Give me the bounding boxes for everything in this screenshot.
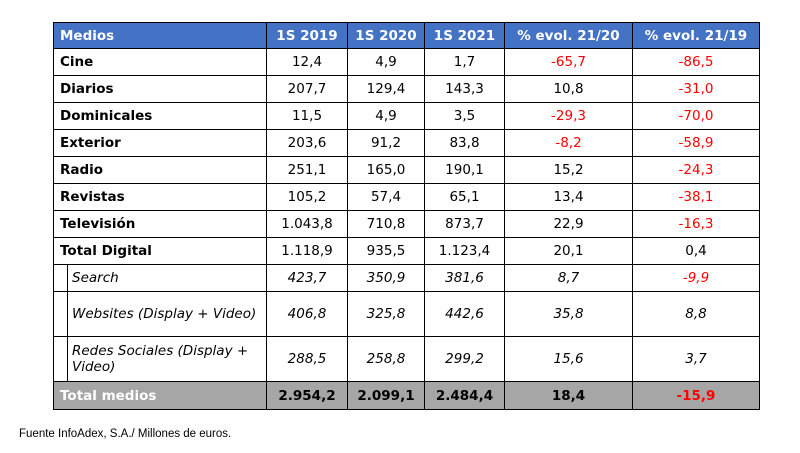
table-row: Dominicales 11,5 4,9 3,5 -29,3 -70,0 xyxy=(53,102,760,130)
header-1s-2019: 1S 2019 xyxy=(266,22,348,49)
row-label: Cine xyxy=(53,48,267,76)
cell-2019: 207,7 xyxy=(266,75,348,103)
cell-2021: 190,1 xyxy=(424,156,505,184)
cell-evol-21-20: -65,7 xyxy=(504,48,633,76)
cell-2021: 83,8 xyxy=(424,129,505,157)
total-2019: 2.954,2 xyxy=(266,381,348,410)
media-investment-table: Medios 1S 2019 1S 2020 1S 2021 % evol. 2… xyxy=(53,22,760,410)
header-evol-21-20: % evol. 21/20 xyxy=(504,22,633,49)
row-label: Dominicales xyxy=(53,102,267,130)
cell-evol-21-19: -86,5 xyxy=(632,48,760,76)
cell-2020: 165,0 xyxy=(347,156,425,184)
cell-2019: 12,4 xyxy=(266,48,348,76)
subrow-label: Search xyxy=(67,264,267,292)
cell-evol-21-20: 15,2 xyxy=(504,156,633,184)
cell-2020: 258,8 xyxy=(347,336,425,382)
cell-evol-21-19: -31,0 xyxy=(632,75,760,103)
indent-cell xyxy=(53,336,68,382)
table-row: Revistas 105,2 57,4 65,1 13,4 -38,1 xyxy=(53,183,760,211)
cell-2020: 4,9 xyxy=(347,102,425,130)
row-label: Exterior xyxy=(53,129,267,157)
total-2020: 2.099,1 xyxy=(347,381,425,410)
cell-2020: 91,2 xyxy=(347,129,425,157)
row-label: Televisión xyxy=(53,210,267,238)
row-label: Radio xyxy=(53,156,267,184)
cell-2019: 1.118,9 xyxy=(266,237,348,265)
cell-2020: 325,8 xyxy=(347,291,425,337)
cell-evol-21-19: 0,4 xyxy=(632,237,760,265)
cell-2021: 3,5 xyxy=(424,102,505,130)
cell-evol-21-19: -58,9 xyxy=(632,129,760,157)
cell-evol-21-20: 15,6 xyxy=(504,336,633,382)
cell-2020: 129,4 xyxy=(347,75,425,103)
cell-2021: 442,6 xyxy=(424,291,505,337)
total-2021: 2.484,4 xyxy=(424,381,505,410)
cell-2019: 251,1 xyxy=(266,156,348,184)
cell-evol-21-19: 3,7 xyxy=(632,336,760,382)
cell-evol-21-20: 20,1 xyxy=(504,237,633,265)
table-row: Total Digital 1.118,9 935,5 1.123,4 20,1… xyxy=(53,237,760,265)
cell-2019: 1.043,8 xyxy=(266,210,348,238)
row-label: Diarios xyxy=(53,75,267,103)
cell-evol-21-19: -38,1 xyxy=(632,183,760,211)
cell-2021: 299,2 xyxy=(424,336,505,382)
cell-2021: 381,6 xyxy=(424,264,505,292)
subrow-label: Websites (Display + Video) xyxy=(67,291,267,337)
total-evol-21-20: 18,4 xyxy=(504,381,633,410)
cell-2021: 143,3 xyxy=(424,75,505,103)
table-row: Cine 12,4 4,9 1,7 -65,7 -86,5 xyxy=(53,48,760,76)
cell-2019: 11,5 xyxy=(266,102,348,130)
indent-cell xyxy=(53,264,68,292)
cell-2020: 57,4 xyxy=(347,183,425,211)
cell-2021: 873,7 xyxy=(424,210,505,238)
indent-cell xyxy=(53,291,68,337)
header-medios: Medios xyxy=(53,22,267,49)
cell-2020: 935,5 xyxy=(347,237,425,265)
row-label: Total Digital xyxy=(53,237,267,265)
header-1s-2020: 1S 2020 xyxy=(347,22,425,49)
header-evol-21-19: % evol. 21/19 xyxy=(632,22,760,49)
table-row: Diarios 207,7 129,4 143,3 10,8 -31,0 xyxy=(53,75,760,103)
cell-2020: 710,8 xyxy=(347,210,425,238)
cell-evol-21-20: 22,9 xyxy=(504,210,633,238)
table-subrow: Websites (Display + Video) 406,8 325,8 4… xyxy=(53,291,760,337)
row-label: Revistas xyxy=(53,183,267,211)
cell-evol-21-19: -9,9 xyxy=(632,264,760,292)
cell-evol-21-19: -70,0 xyxy=(632,102,760,130)
cell-evol-21-19: 8,8 xyxy=(632,291,760,337)
table-row: Televisión 1.043,8 710,8 873,7 22,9 -16,… xyxy=(53,210,760,238)
cell-evol-21-19: -16,3 xyxy=(632,210,760,238)
header-1s-2021: 1S 2021 xyxy=(424,22,505,49)
cell-2019: 406,8 xyxy=(266,291,348,337)
table-header-row: Medios 1S 2019 1S 2020 1S 2021 % evol. 2… xyxy=(53,22,760,49)
table-row: Radio 251,1 165,0 190,1 15,2 -24,3 xyxy=(53,156,760,184)
cell-evol-21-20: 8,7 xyxy=(504,264,633,292)
cell-evol-21-20: -8,2 xyxy=(504,129,633,157)
subrow-label: Redes Sociales (Display + Video) xyxy=(67,336,267,382)
cell-evol-21-20: 13,4 xyxy=(504,183,633,211)
cell-2020: 350,9 xyxy=(347,264,425,292)
cell-2020: 4,9 xyxy=(347,48,425,76)
cell-2019: 105,2 xyxy=(266,183,348,211)
cell-evol-21-20: -29,3 xyxy=(504,102,633,130)
total-row: Total medios 2.954,2 2.099,1 2.484,4 18,… xyxy=(53,381,760,410)
cell-2021: 1.123,4 xyxy=(424,237,505,265)
table-subrow: Redes Sociales (Display + Video) 288,5 2… xyxy=(53,336,760,382)
cell-evol-21-20: 35,8 xyxy=(504,291,633,337)
total-evol-21-19: -15,9 xyxy=(632,381,760,410)
cell-evol-21-19: -24,3 xyxy=(632,156,760,184)
cell-evol-21-20: 10,8 xyxy=(504,75,633,103)
cell-2021: 65,1 xyxy=(424,183,505,211)
source-footnote: Fuente InfoAdex, S.A./ Millones de euros… xyxy=(19,428,232,440)
cell-2019: 288,5 xyxy=(266,336,348,382)
cell-2019: 203,6 xyxy=(266,129,348,157)
table-row: Exterior 203,6 91,2 83,8 -8,2 -58,9 xyxy=(53,129,760,157)
cell-2021: 1,7 xyxy=(424,48,505,76)
table-subrow: Search 423,7 350,9 381,6 8,7 -9,9 xyxy=(53,264,760,292)
cell-2019: 423,7 xyxy=(266,264,348,292)
total-label: Total medios xyxy=(53,381,267,410)
